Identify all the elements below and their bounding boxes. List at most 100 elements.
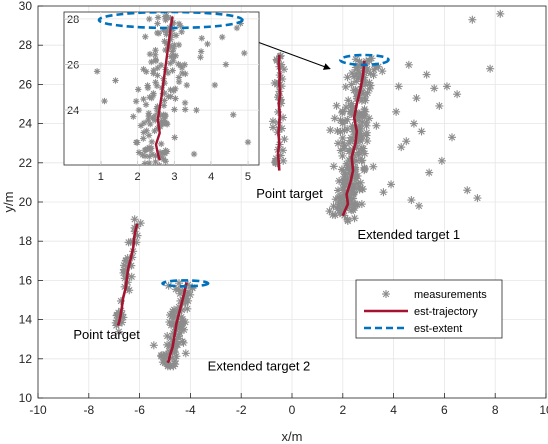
inset-measurement-point bbox=[167, 53, 175, 60]
measurement-point bbox=[174, 332, 183, 341]
clutter-point bbox=[468, 15, 477, 24]
legend-measurements-marker bbox=[382, 290, 390, 298]
measurement-point bbox=[268, 123, 277, 132]
x-tick-label: 2 bbox=[339, 403, 346, 417]
inset-measurement-point bbox=[162, 158, 169, 165]
x-tick-label: 6 bbox=[441, 403, 448, 417]
y-tick-label: 22 bbox=[19, 156, 33, 170]
inset-clutter-point bbox=[101, 97, 108, 105]
measurement-point bbox=[169, 362, 178, 371]
inset-clutter-point bbox=[230, 111, 237, 118]
measurement-point bbox=[360, 149, 369, 158]
inset-clutter-point bbox=[204, 40, 211, 48]
inset-measurement-point bbox=[152, 57, 160, 65]
clutter-point bbox=[397, 143, 406, 152]
inset-x-tick-label: 3 bbox=[171, 171, 177, 183]
inset-measurement-point bbox=[171, 41, 178, 49]
inset-measurement-point bbox=[132, 98, 140, 105]
y-tick-label: 26 bbox=[19, 77, 33, 91]
inset-measurement-point bbox=[139, 151, 146, 159]
inset-measurement-point bbox=[175, 78, 183, 86]
measurement-point bbox=[362, 121, 371, 130]
x-tick-label: 8 bbox=[492, 403, 499, 417]
measurement-point bbox=[329, 162, 338, 171]
inset-est-extent-ellipse bbox=[97, 12, 244, 30]
measurement-point bbox=[334, 139, 343, 148]
inset-chart: 1 2 3 4 5 24 26 28 bbox=[63, 11, 260, 183]
inset-y-tick-label: 24 bbox=[67, 105, 79, 117]
measurement-point bbox=[121, 256, 130, 265]
measurement-point bbox=[366, 69, 375, 78]
measurement-point bbox=[177, 324, 186, 333]
measurement-point bbox=[363, 137, 372, 146]
inset-y-tick-label: 28 bbox=[67, 14, 79, 26]
clutter-point bbox=[435, 101, 444, 110]
y-tick-label: 24 bbox=[19, 117, 33, 131]
annotations: Point target Extended target 1 Point targe… bbox=[73, 186, 460, 373]
clutter-point bbox=[453, 90, 462, 99]
measurement-point bbox=[119, 265, 128, 274]
inset-measurement-point bbox=[144, 145, 151, 152]
inset-measurement-point bbox=[161, 38, 168, 45]
inset-measurement-point bbox=[198, 35, 205, 42]
measurement-point bbox=[338, 108, 347, 117]
inset-clutter-point bbox=[241, 49, 248, 57]
clutter-point bbox=[442, 82, 451, 91]
measurement-point bbox=[347, 80, 356, 89]
inset-clutter-point bbox=[219, 33, 226, 41]
y-axis-label: y/m bbox=[1, 192, 16, 213]
clutter-point bbox=[407, 196, 416, 205]
inset-measurement-point bbox=[145, 132, 153, 139]
inset-measurement-point bbox=[161, 117, 168, 124]
clutter-point bbox=[415, 201, 423, 210]
inset-clutter-point bbox=[222, 61, 230, 68]
measurement-point bbox=[331, 195, 340, 204]
inset-measurement-point bbox=[163, 148, 171, 155]
legend-label: est-extent bbox=[414, 323, 462, 335]
clutter-point bbox=[496, 9, 505, 18]
clutter-point bbox=[473, 194, 482, 203]
inset-measurement-point bbox=[148, 138, 156, 146]
measurement-point bbox=[347, 195, 356, 204]
target-annotation: Point target bbox=[256, 186, 323, 201]
measurement-point bbox=[342, 159, 351, 168]
x-tick-label: -2 bbox=[236, 403, 247, 417]
measurement-point bbox=[340, 126, 349, 135]
inset-measurement-point bbox=[154, 20, 161, 27]
measurement-point bbox=[340, 172, 349, 181]
y-tick-label: 20 bbox=[19, 195, 33, 209]
measurement-point bbox=[358, 185, 367, 194]
measurement-point bbox=[165, 318, 174, 327]
legend-label: measurements bbox=[414, 289, 487, 301]
measurement-point bbox=[350, 72, 359, 81]
clutter-point bbox=[409, 119, 418, 128]
measurement-point bbox=[353, 171, 362, 180]
clutter-point bbox=[430, 84, 439, 93]
inset-measurement-point bbox=[152, 46, 159, 54]
inset-measurement-point bbox=[178, 28, 185, 36]
legend: measurements est-trajectory est-extent bbox=[355, 279, 503, 339]
inset-x-tick-label: 2 bbox=[135, 171, 141, 183]
measurement-point bbox=[183, 304, 192, 313]
y-tick-label: 12 bbox=[19, 352, 33, 366]
inset-measurement-point bbox=[181, 99, 189, 107]
inset-measurement-point bbox=[152, 79, 159, 86]
x-tick-label: 0 bbox=[289, 403, 296, 417]
target-annotation: Extended target 1 bbox=[358, 227, 461, 242]
inset-measurement-point bbox=[182, 70, 189, 78]
clutter-point bbox=[387, 180, 396, 189]
measurement-point bbox=[125, 286, 134, 295]
inset-measurement-point bbox=[142, 33, 149, 40]
clutter-point bbox=[417, 127, 426, 136]
inset-measurement-point bbox=[141, 160, 149, 165]
inset-measurement-point bbox=[154, 29, 161, 37]
clutter-point bbox=[412, 94, 421, 103]
inset-measurement-point bbox=[140, 135, 147, 142]
x-tick-label: -4 bbox=[185, 403, 196, 417]
x-axis-label: x/m bbox=[282, 429, 303, 444]
x-tick-label: -10 bbox=[29, 403, 47, 417]
inset-measurement-point bbox=[163, 121, 171, 128]
inset-measurement-point bbox=[142, 101, 150, 108]
inset-measurement-point bbox=[135, 106, 143, 114]
inset-measurement-point bbox=[161, 89, 168, 97]
